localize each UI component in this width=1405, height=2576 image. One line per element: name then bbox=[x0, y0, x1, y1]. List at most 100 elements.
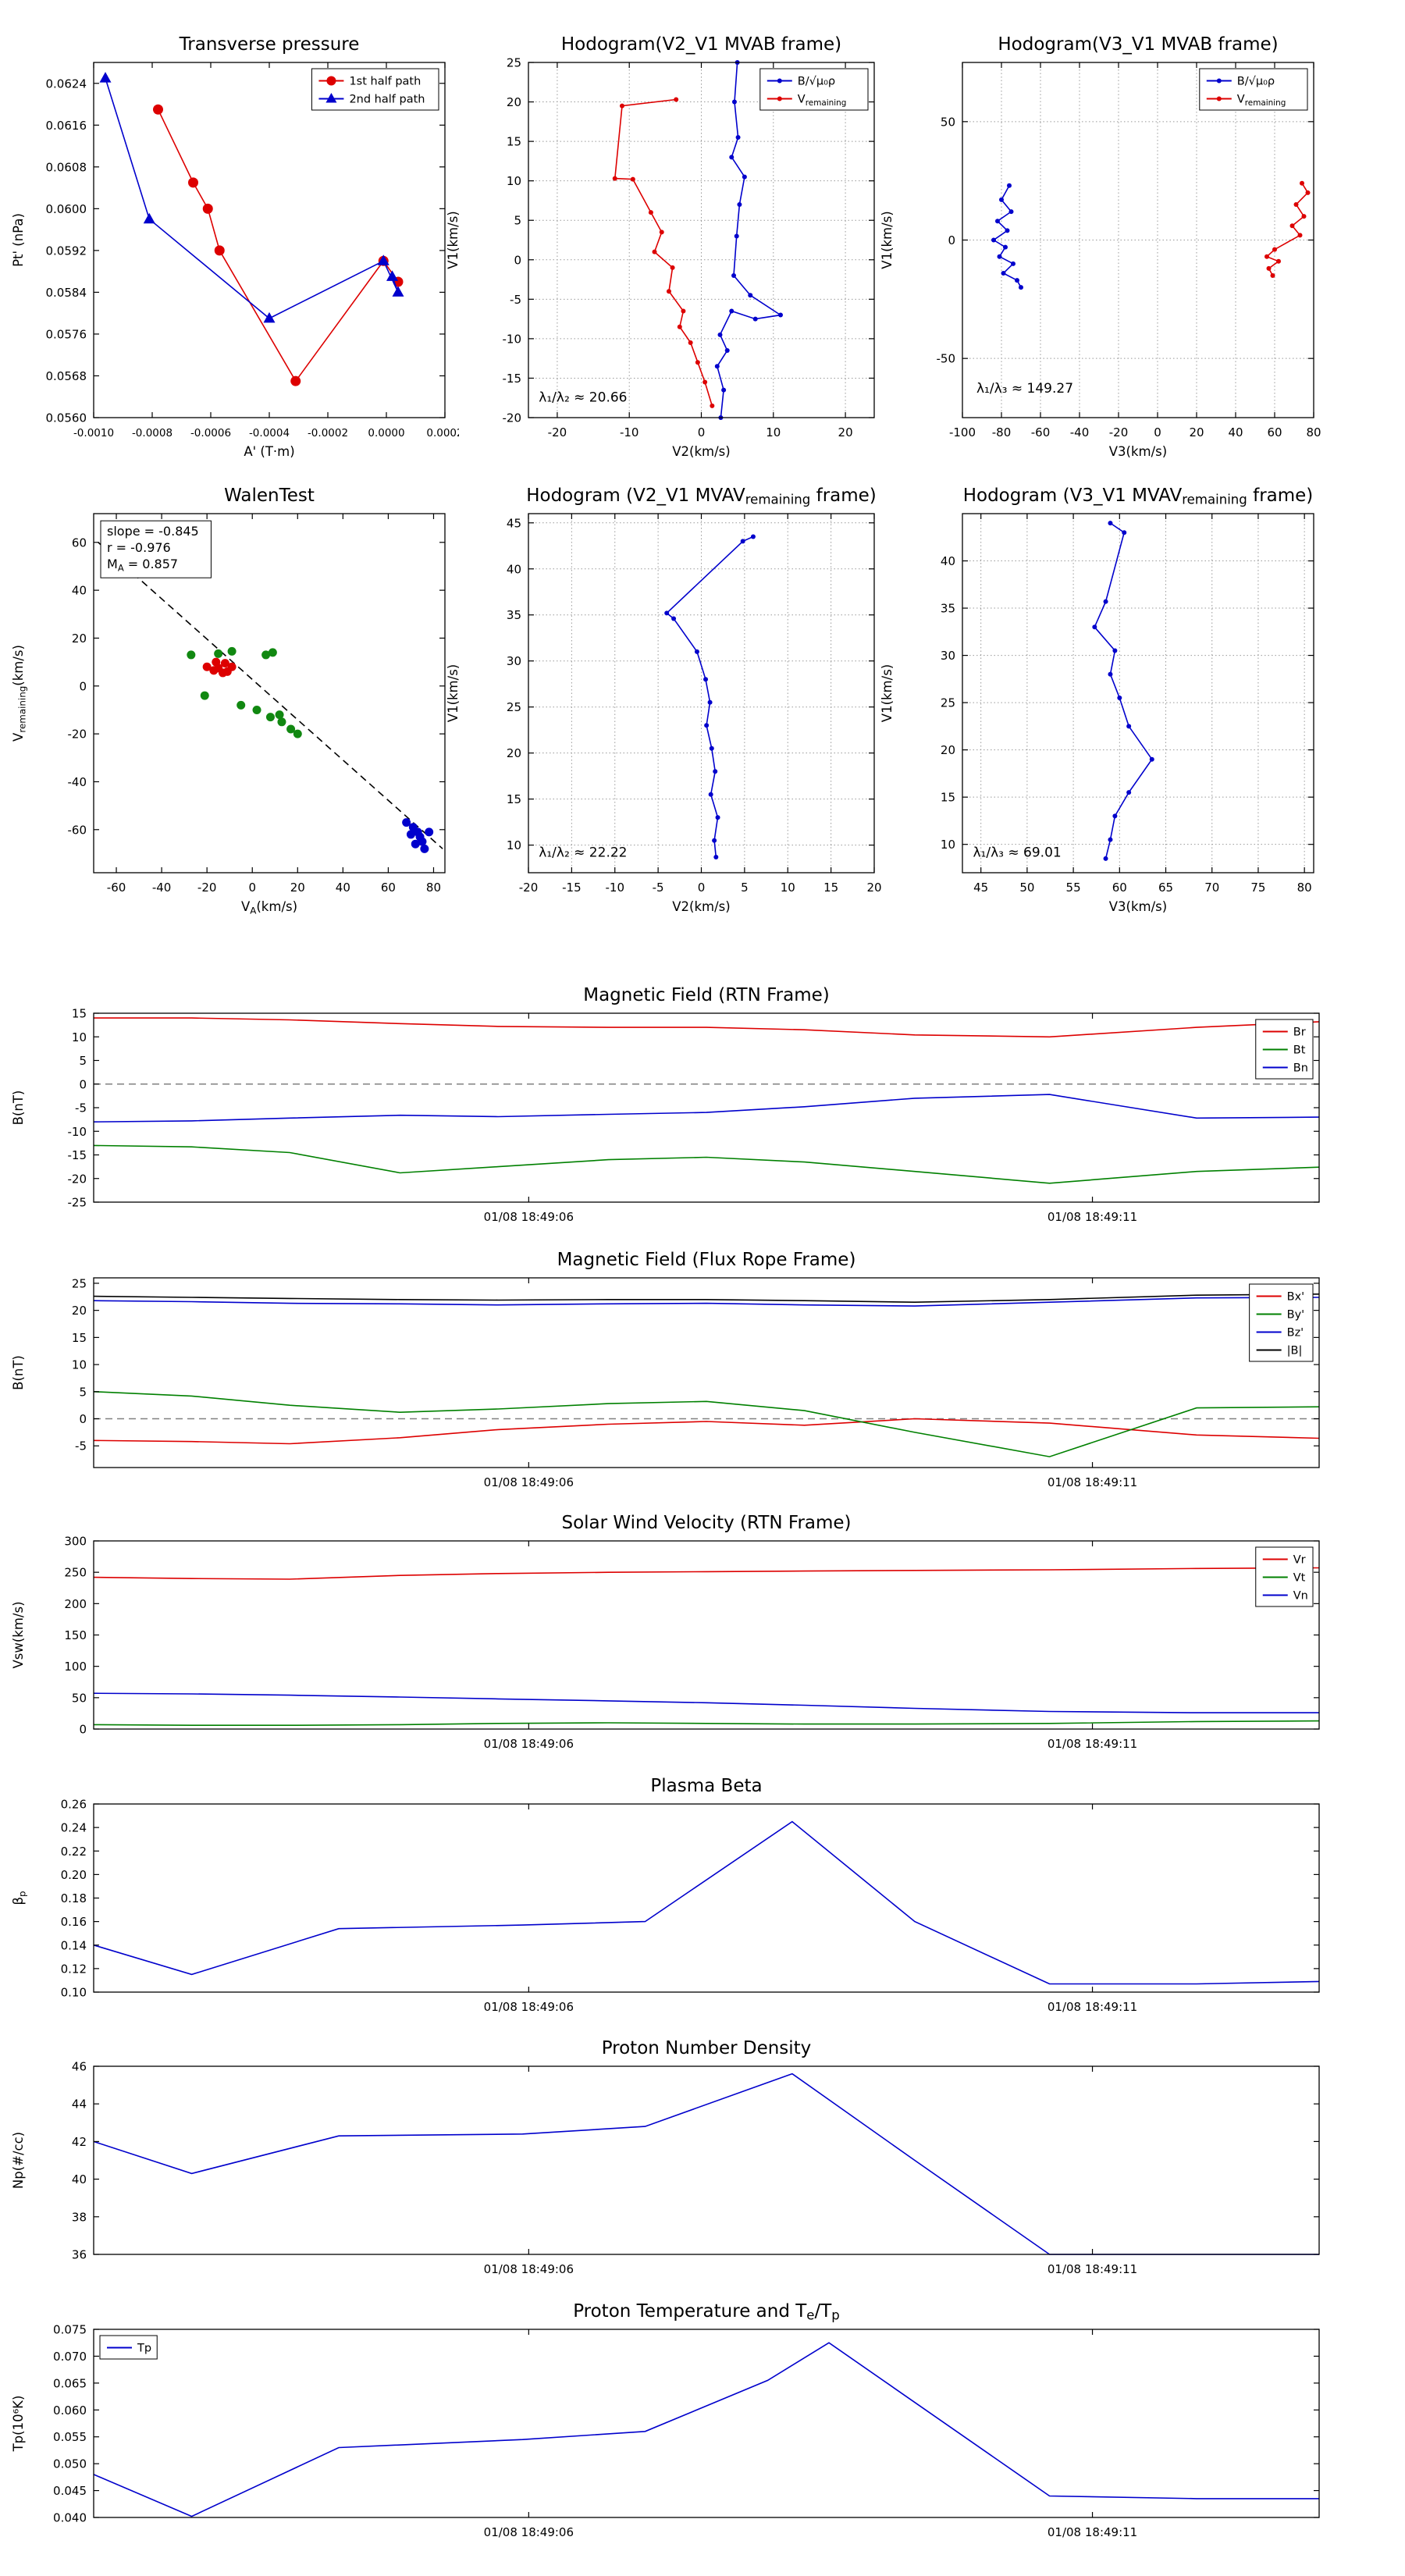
svg-text:0.050: 0.050 bbox=[53, 2457, 87, 2471]
marker bbox=[648, 210, 653, 215]
series-np bbox=[93, 2073, 1319, 2255]
y-tick-labels: 36 38 40 42 44 46 bbox=[72, 2060, 1319, 2262]
marker bbox=[748, 293, 753, 298]
svg-text:80: 80 bbox=[1306, 425, 1321, 439]
svg-text:-5: -5 bbox=[510, 293, 521, 307]
marker bbox=[1216, 96, 1222, 101]
y-axis-label: V1(km/s) bbox=[880, 664, 895, 722]
series-line bbox=[93, 1293, 1320, 1304]
chart-title: Hodogram(V3_V1 MVAB frame) bbox=[998, 34, 1278, 55]
x-tick-labels: 01/08 18:49:06 01/08 18:49:11 bbox=[484, 1804, 1137, 2014]
svg-text:60: 60 bbox=[381, 881, 396, 895]
marker bbox=[202, 662, 212, 671]
svg-text:20: 20 bbox=[507, 746, 521, 760]
marker bbox=[1117, 696, 1122, 701]
x-tick-labels: -100 -80 -60 -40 -20 0 20 40 60 80 bbox=[949, 62, 1321, 439]
svg-text:01/08 18:49:11: 01/08 18:49:11 bbox=[1048, 2000, 1137, 2014]
series-line bbox=[716, 62, 783, 418]
svg-text:44: 44 bbox=[72, 2097, 87, 2112]
svg-text:25: 25 bbox=[507, 56, 521, 70]
marker bbox=[702, 379, 708, 385]
series-beta-p bbox=[93, 1820, 1320, 1985]
svg-text:-15: -15 bbox=[503, 372, 522, 386]
chart-svg-transverse-pressure: -0.0010 -0.0008 -0.0006 -0.0004 -0.0002 0.000… bbox=[11, 34, 459, 459]
series-line bbox=[93, 2342, 1319, 2517]
x-axis-label: V2(km/s) bbox=[672, 899, 730, 914]
marker bbox=[214, 649, 223, 658]
y-axis-label: Vsw(km/s) bbox=[11, 1601, 26, 1668]
svg-text:150: 150 bbox=[64, 1628, 87, 1642]
marker bbox=[1297, 233, 1303, 238]
marker bbox=[1270, 273, 1275, 278]
series-vr bbox=[93, 1567, 1320, 1580]
svg-text:55: 55 bbox=[1066, 881, 1081, 895]
chart-svg-vsw-rtn: 01/08 18:49:06 01/08 18:49:11 0 50 100 150 200… bbox=[11, 1513, 1320, 1751]
marker bbox=[1301, 214, 1307, 219]
svg-text:35: 35 bbox=[507, 608, 521, 622]
plot-border bbox=[93, 62, 446, 418]
marker bbox=[377, 254, 389, 265]
svg-text:40: 40 bbox=[941, 554, 955, 568]
svg-text:0.045: 0.045 bbox=[53, 2484, 87, 2498]
svg-text:0: 0 bbox=[698, 881, 706, 895]
series-b bbox=[714, 60, 784, 420]
y-tick-labels: -25 -20 -15 -10 -5 0 5 10 15 bbox=[68, 1007, 1319, 1210]
series-markers bbox=[402, 818, 434, 853]
svg-text:20: 20 bbox=[838, 425, 853, 439]
y-tick-labels: 10 15 20 25 30 35 40 45 bbox=[507, 516, 874, 852]
svg-text:0.0584: 0.0584 bbox=[46, 286, 87, 300]
svg-text:15: 15 bbox=[941, 791, 955, 805]
marker bbox=[740, 539, 745, 544]
series-line bbox=[94, 1017, 1320, 1038]
marker bbox=[227, 662, 237, 671]
svg-text:20: 20 bbox=[1189, 425, 1204, 439]
svg-text:30: 30 bbox=[507, 654, 521, 668]
x-tick-labels: -20 -10 0 10 20 bbox=[548, 62, 853, 439]
series-vt bbox=[93, 1720, 1320, 1727]
svg-text:15: 15 bbox=[823, 881, 838, 895]
svg-text:20: 20 bbox=[290, 881, 305, 895]
svg-text:0.12: 0.12 bbox=[61, 1962, 87, 1976]
marker bbox=[263, 311, 276, 323]
y-axis-label: Tp(10⁶K) bbox=[11, 2396, 26, 2453]
svg-text:0: 0 bbox=[948, 233, 955, 247]
svg-text:-20: -20 bbox=[197, 881, 217, 895]
svg-text:10: 10 bbox=[72, 1030, 87, 1044]
series-walen-points-blue bbox=[402, 818, 434, 853]
svg-text:20: 20 bbox=[941, 743, 955, 757]
y-tick-labels: 10 15 20 25 30 35 40 bbox=[941, 554, 1314, 852]
svg-text:-25: -25 bbox=[68, 1196, 87, 1210]
marker bbox=[143, 212, 155, 224]
annotation: λ₁/λ₃ ≈ 149.27 bbox=[976, 381, 1073, 397]
svg-text:46: 46 bbox=[72, 2060, 87, 2074]
svg-text:38: 38 bbox=[72, 2210, 87, 2224]
svg-text:0.070: 0.070 bbox=[53, 2350, 87, 2364]
marker bbox=[237, 700, 246, 710]
svg-text:0.0600: 0.0600 bbox=[46, 202, 87, 216]
marker bbox=[724, 348, 730, 354]
svg-text:0.14: 0.14 bbox=[61, 1938, 87, 1952]
svg-text:40: 40 bbox=[72, 2172, 87, 2186]
chart-title: Solar Wind Velocity (RTN Frame) bbox=[561, 1513, 851, 1533]
legend-label: |B| bbox=[1287, 1345, 1303, 1357]
svg-text:20: 20 bbox=[72, 1304, 87, 1318]
chart-plasma-beta: 01/08 18:49:06 01/08 18:49:11 0.10 0.12 0.14… bbox=[4, 1763, 1333, 2035]
svg-text:5: 5 bbox=[79, 1054, 87, 1068]
svg-text:-60: -60 bbox=[1031, 425, 1051, 439]
legend-label: Vt bbox=[1293, 1572, 1306, 1585]
svg-text:10: 10 bbox=[766, 425, 781, 439]
marker bbox=[671, 616, 677, 621]
marker bbox=[325, 93, 337, 103]
marker bbox=[712, 838, 717, 843]
plot-border bbox=[93, 513, 446, 873]
marker bbox=[710, 403, 715, 408]
marker bbox=[729, 308, 735, 314]
marker bbox=[1272, 247, 1277, 252]
series-v-remaining bbox=[664, 534, 756, 859]
marker bbox=[1266, 265, 1272, 271]
chart-vsw-rtn: 01/08 18:49:06 01/08 18:49:11 0 50 100 150 200… bbox=[4, 1500, 1333, 1772]
svg-text:10: 10 bbox=[72, 1358, 87, 1372]
series-line bbox=[157, 109, 399, 382]
y-tick-labels: -60 -40 -20 0 20 40 60 bbox=[68, 535, 445, 837]
chart-hodogram-v3v1-mvav: 45 50 55 60 65 70 75 80 10 15 20 25 30 35 40 Hodogram (… bbox=[873, 473, 1328, 916]
